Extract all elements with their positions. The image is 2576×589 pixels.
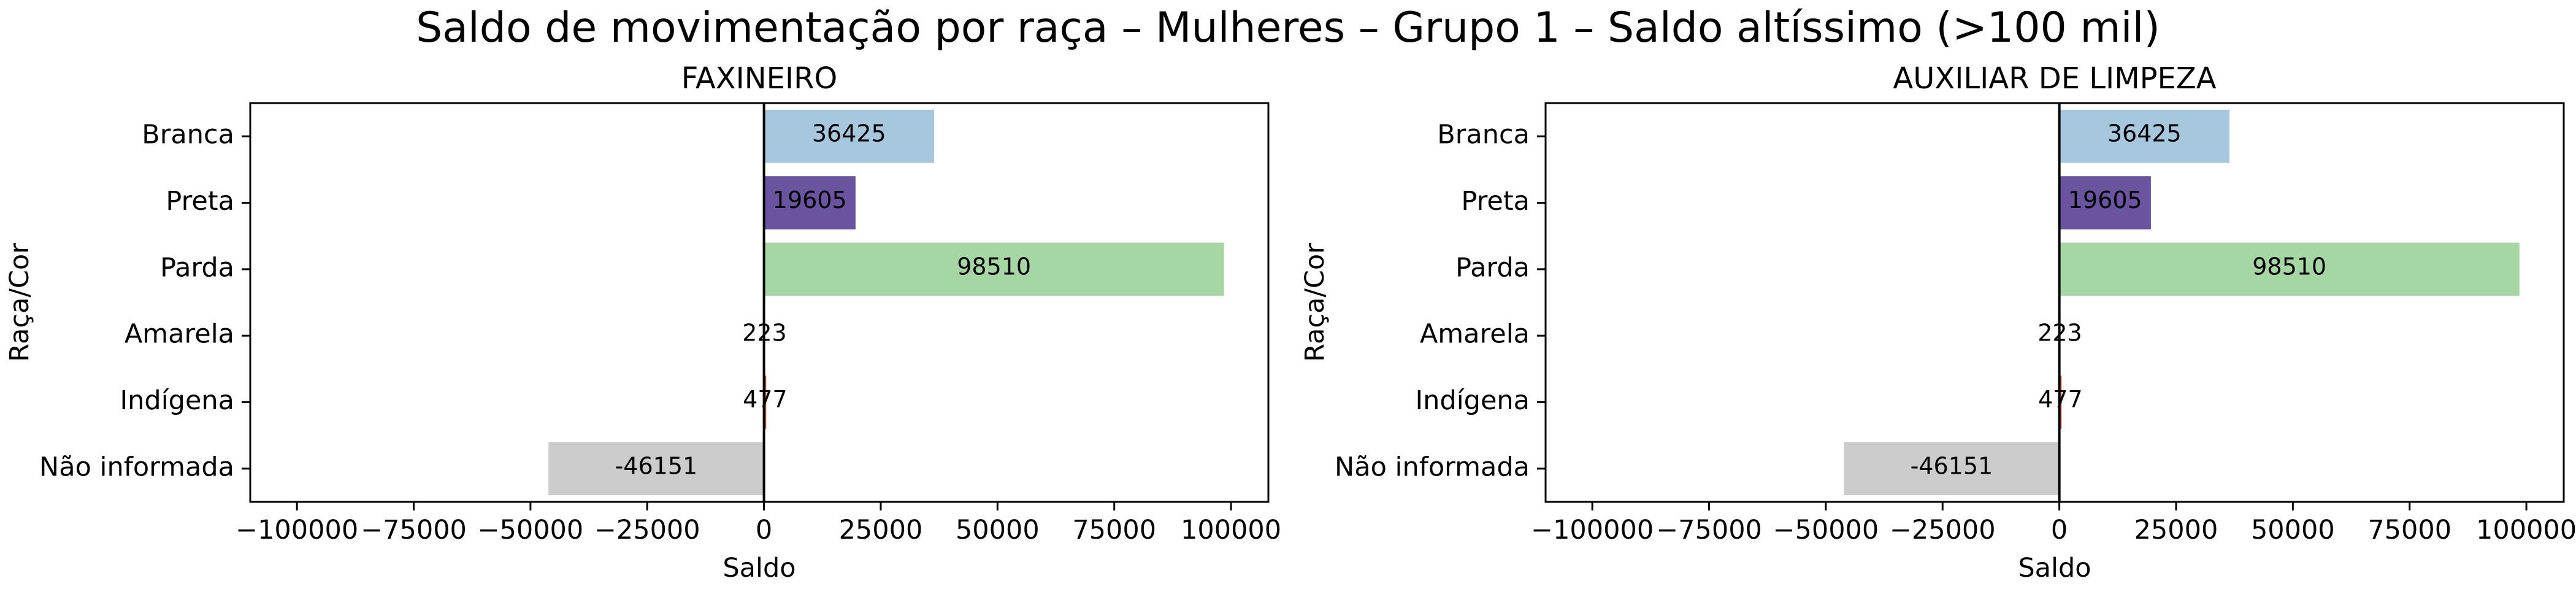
plot-frame	[1544, 102, 2565, 503]
y-tick-label-nao-informada: Não informada	[39, 452, 234, 482]
data-label-parda: 98510	[2252, 253, 2326, 280]
x-tick-label: 100000	[2476, 515, 2576, 545]
y-tick-label-amarela: Amarela	[125, 319, 234, 350]
chart-title: FAXINEIRO	[681, 61, 838, 96]
plot-frame	[249, 102, 1270, 503]
data-label-branca: 36425	[2107, 120, 2182, 147]
bar-parda	[764, 242, 1224, 296]
figure-title: Saldo de movimentação por raça – Mulhere…	[416, 4, 2160, 52]
y-tick-label-branca: Branca	[142, 120, 234, 150]
x-tick-label: 50000	[2251, 515, 2335, 545]
y-tick-label-indigena: Indígena	[120, 385, 234, 416]
x-tick-label: −50000	[477, 515, 583, 545]
x-tick-label: −25000	[594, 515, 700, 545]
x-tick-label: −75000	[1656, 515, 1762, 545]
x-tick-label: −50000	[1773, 515, 1879, 545]
data-label-preta: 19605	[2068, 187, 2142, 214]
x-tick-label: 75000	[2367, 515, 2451, 545]
x-tick-label: 50000	[956, 515, 1040, 545]
x-tick-label: 25000	[2134, 515, 2218, 545]
y-axis-label: Raça/Cor	[1300, 243, 1330, 362]
x-tick-label: −75000	[361, 515, 467, 545]
data-label-nao-informada: -46151	[1911, 452, 1993, 479]
x-tick-label: 0	[756, 515, 772, 545]
y-tick-label-nao-informada: Não informada	[1335, 452, 1530, 482]
data-label-preta: 19605	[773, 187, 847, 214]
data-label-parda: 98510	[957, 253, 1031, 280]
y-tick-label-parda: Parda	[160, 252, 234, 283]
data-label-branca: 36425	[812, 120, 886, 147]
y-tick-label-parda: Parda	[1455, 252, 1530, 283]
x-tick-label: −25000	[1890, 515, 1996, 545]
y-tick-label-indigena: Indígena	[1415, 385, 1530, 416]
x-tick-label: 0	[2051, 515, 2068, 545]
bar-preta	[2059, 176, 2151, 229]
y-tick-label-branca: Branca	[1437, 120, 1530, 150]
y-tick-label-preta: Preta	[166, 186, 234, 217]
bar-branca	[2059, 109, 2229, 163]
x-tick-label: 25000	[839, 515, 923, 545]
chart-title: AUXILIAR DE LIMPEZA	[1893, 61, 2216, 96]
x-tick-label: −100000	[236, 515, 358, 545]
x-tick-label: 75000	[1072, 515, 1156, 545]
x-tick-label: −100000	[1531, 515, 1654, 545]
bar-parda	[2059, 242, 2520, 296]
bar-nao-informada	[548, 442, 764, 496]
bar-preta	[764, 176, 856, 229]
y-tick-label-preta: Preta	[1461, 186, 1530, 217]
x-axis-label: Saldo	[2018, 553, 2091, 583]
bar-branca	[764, 109, 934, 163]
x-tick-label: 100000	[1181, 515, 1281, 545]
bar-nao-informada	[1844, 442, 2060, 496]
x-axis-label: Saldo	[723, 553, 795, 583]
data-label-nao-informada: -46151	[615, 452, 698, 479]
y-axis-label: Raça/Cor	[4, 243, 35, 362]
y-tick-label-amarela: Amarela	[1420, 319, 1530, 350]
